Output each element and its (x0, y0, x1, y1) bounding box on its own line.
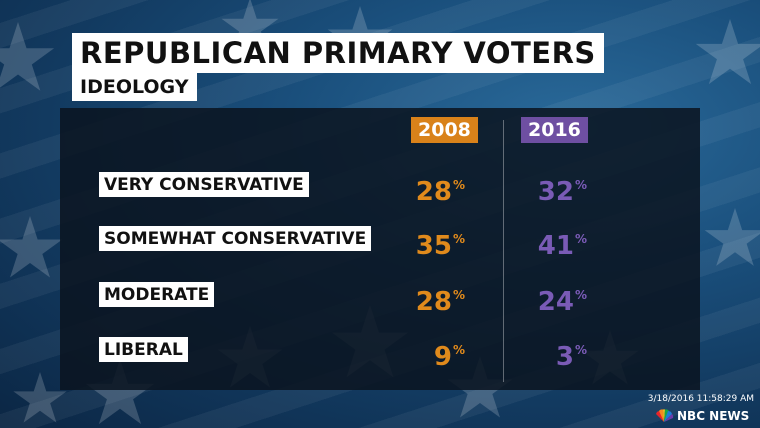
value-very-conservative-2008: 28% (415, 177, 465, 207)
row-label-somewhat-conservative: SOMEWHAT CONSERVATIVE (99, 226, 372, 251)
value-liberal-2016: 3% (555, 342, 587, 372)
row-label-very-conservative: VERY CONSERVATIVE (99, 172, 309, 197)
timestamp: 3/18/2016 11:58:29 AM (647, 394, 754, 404)
value-liberal-2008: 9% (433, 342, 465, 372)
value-somewhat-conservative-2008: 35% (415, 231, 465, 261)
chart-subtitle: IDEOLOGY (72, 73, 197, 101)
chart-title: REPUBLICAN PRIMARY VOTERS (72, 33, 604, 73)
logo-text: NBC NEWS (677, 409, 750, 423)
peacock-icon (656, 409, 674, 422)
column-divider (503, 120, 504, 382)
nbc-news-logo: NBC NEWS (654, 408, 749, 424)
value-moderate-2008: 28% (415, 287, 465, 317)
value-somewhat-conservative-2016: 41% (537, 231, 587, 261)
value-very-conservative-2016: 32% (537, 177, 587, 207)
column-header-2008: 2008 (411, 117, 478, 143)
value-moderate-2016: 24% (537, 287, 587, 317)
row-label-liberal: LIBERAL (99, 337, 188, 362)
row-label-moderate: MODERATE (99, 282, 215, 307)
column-header-2016: 2016 (521, 117, 588, 143)
